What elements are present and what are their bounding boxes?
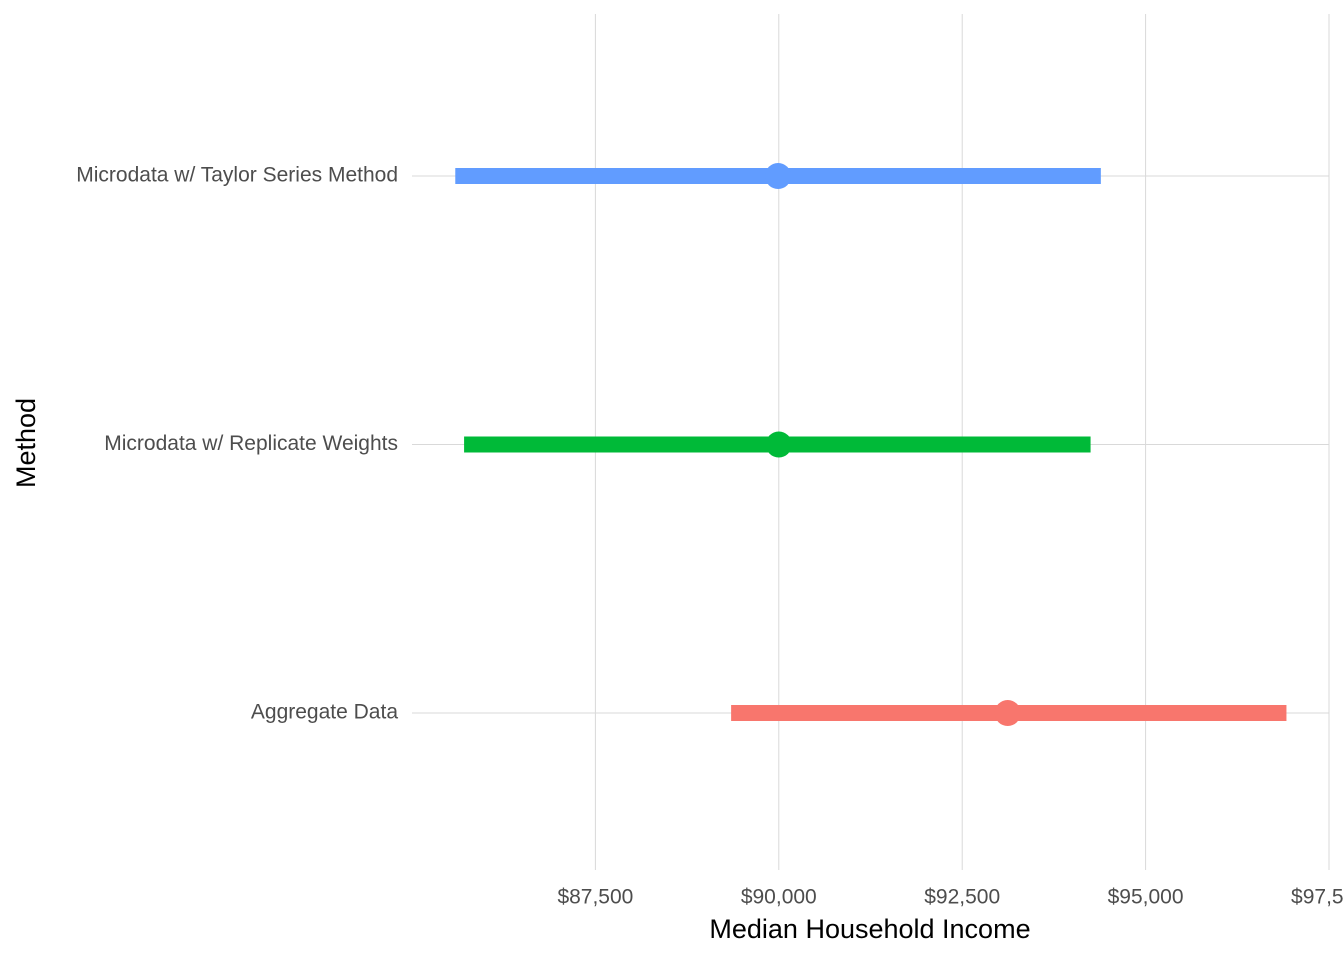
y-tick-label: Microdata w/ Taylor Series Method bbox=[76, 164, 398, 187]
y-tick-label: Microdata w/ Replicate Weights bbox=[104, 432, 398, 455]
point bbox=[765, 431, 792, 458]
point bbox=[994, 700, 1021, 726]
y-tick-label: Aggregate Data bbox=[251, 701, 398, 724]
point bbox=[765, 163, 792, 189]
x-tick-label: $97,500 bbox=[1291, 886, 1344, 909]
x-axis-title: Median Household Income bbox=[709, 914, 1030, 944]
y-axis-title: Method bbox=[11, 398, 41, 488]
x-tick-label: $90,000 bbox=[741, 886, 817, 909]
x-tick-label: $92,500 bbox=[924, 886, 1000, 909]
x-tick-label: $87,500 bbox=[557, 886, 633, 909]
x-tick-label: $95,000 bbox=[1108, 886, 1184, 909]
